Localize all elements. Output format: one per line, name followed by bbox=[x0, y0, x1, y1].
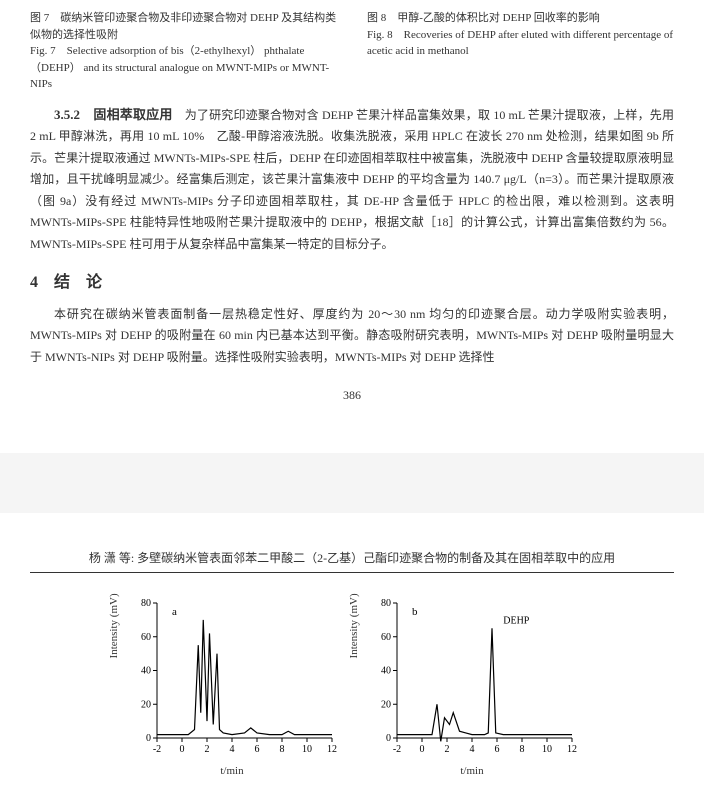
svg-text:20: 20 bbox=[141, 700, 151, 711]
svg-text:6: 6 bbox=[255, 744, 260, 755]
chart-a-xlabel: t/min bbox=[122, 765, 342, 777]
svg-text:2: 2 bbox=[205, 744, 210, 755]
fig7-en: Fig. 7 Selective adsorption of bis（2-eth… bbox=[30, 43, 337, 93]
svg-text:0: 0 bbox=[420, 744, 425, 755]
fig8-cn: 图 8 甲醇-乙酸的体积比对 DEHP 回收率的影响 bbox=[367, 10, 674, 27]
chart-a-ylabel: Intensity (mV) bbox=[108, 594, 120, 659]
svg-text:20: 20 bbox=[381, 700, 391, 711]
svg-text:12: 12 bbox=[567, 744, 577, 755]
fig8-en: Fig. 8 Recoveries of DEHP after eluted w… bbox=[367, 27, 674, 60]
svg-text:DEHP: DEHP bbox=[503, 616, 530, 627]
section-4-title: 4 结 论 bbox=[30, 268, 674, 292]
svg-text:10: 10 bbox=[542, 744, 552, 755]
charts-row: Intensity (mV) -2024681012020406080a t/m… bbox=[30, 593, 674, 777]
svg-text:10: 10 bbox=[302, 744, 312, 755]
svg-text:60: 60 bbox=[381, 632, 391, 643]
para2-text: 本研究在碳纳米管表面制备一层热稳定性好、厚度约为 20～30 nm 均匀的印迹聚… bbox=[30, 304, 674, 369]
fig7-cn: 图 7 碳纳米管印迹聚合物及非印迹聚合物对 DEHP 及其结构类似物的选择性吸附 bbox=[30, 10, 337, 43]
svg-text:80: 80 bbox=[381, 598, 391, 609]
svg-text:8: 8 bbox=[280, 744, 285, 755]
page-number: 386 bbox=[30, 388, 674, 403]
chart-a-svg: -2024681012020406080a bbox=[122, 593, 342, 763]
svg-text:b: b bbox=[412, 606, 418, 618]
chart-b-ylabel: Intensity (mV) bbox=[348, 594, 360, 659]
chart-b-svg: -2024681012020406080bDEHP bbox=[362, 593, 582, 763]
fig8-caption: 图 8 甲醇-乙酸的体积比对 DEHP 回收率的影响 Fig. 8 Recove… bbox=[367, 10, 674, 93]
svg-text:12: 12 bbox=[327, 744, 337, 755]
section-352-para: 3.5.2 固相萃取应用 为了研究印迹聚合物对含 DEHP 芒果汁样品富集效果，… bbox=[30, 103, 674, 256]
svg-text:2: 2 bbox=[445, 744, 450, 755]
running-header: 杨 潇 等: 多壁碳纳米管表面邻苯二甲酸二（2-乙基）己酯印迹聚合物的制备及其在… bbox=[30, 543, 674, 573]
svg-text:-2: -2 bbox=[393, 744, 401, 755]
svg-text:80: 80 bbox=[141, 598, 151, 609]
svg-text:6: 6 bbox=[495, 744, 500, 755]
fig7-caption: 图 7 碳纳米管印迹聚合物及非印迹聚合物对 DEHP 及其结构类似物的选择性吸附… bbox=[30, 10, 337, 93]
svg-text:0: 0 bbox=[146, 733, 151, 744]
svg-text:-2: -2 bbox=[153, 744, 161, 755]
svg-text:0: 0 bbox=[386, 733, 391, 744]
svg-text:40: 40 bbox=[141, 666, 151, 677]
svg-text:0: 0 bbox=[180, 744, 185, 755]
svg-text:60: 60 bbox=[141, 632, 151, 643]
svg-text:40: 40 bbox=[381, 666, 391, 677]
chart-b-xlabel: t/min bbox=[362, 765, 582, 777]
svg-text:8: 8 bbox=[520, 744, 525, 755]
figure-captions-row: 图 7 碳纳米管印迹聚合物及非印迹聚合物对 DEHP 及其结构类似物的选择性吸附… bbox=[30, 10, 674, 93]
svg-text:a: a bbox=[172, 606, 177, 618]
section-352-title: 3.5.2 固相萃取应用 bbox=[54, 107, 173, 122]
svg-text:4: 4 bbox=[470, 744, 475, 755]
svg-text:4: 4 bbox=[230, 744, 235, 755]
para1-text: 为了研究印迹聚合物对含 DEHP 芒果汁样品富集效果，取 10 mL 芒果汁提取… bbox=[30, 108, 674, 252]
chart-b: Intensity (mV) -2024681012020406080bDEHP… bbox=[362, 593, 582, 777]
page-break bbox=[0, 453, 704, 513]
chart-a: Intensity (mV) -2024681012020406080a t/m… bbox=[122, 593, 342, 777]
